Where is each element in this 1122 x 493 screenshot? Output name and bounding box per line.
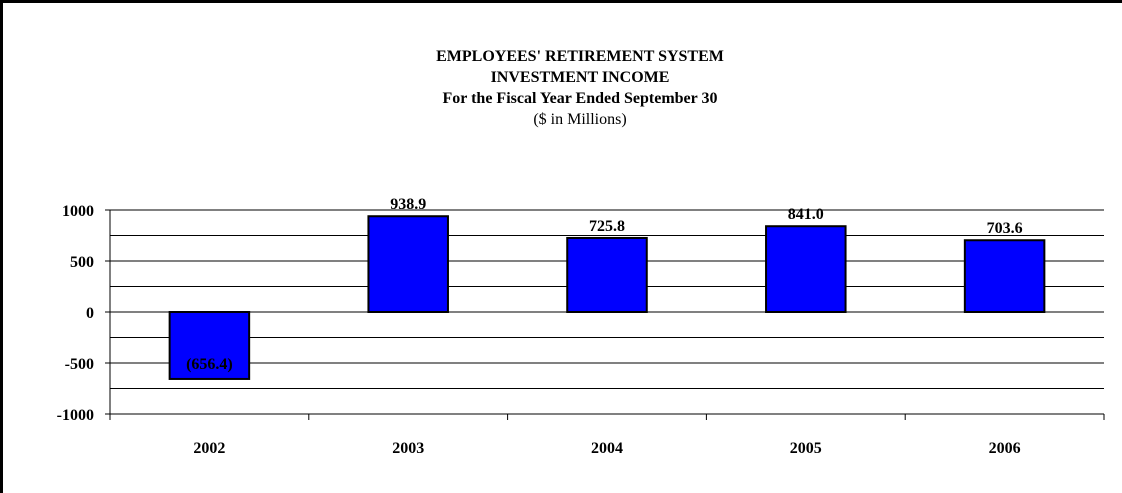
- data-label-2004: 725.8: [589, 218, 625, 235]
- bar-2003: [367, 215, 449, 313]
- y-tick-label: 500: [70, 254, 94, 271]
- y-tick-label: 1000: [62, 203, 94, 220]
- y-tick-label: -1000: [57, 407, 94, 424]
- x-tick-label-2004: 2004: [591, 440, 623, 457]
- y-tick-label: -500: [65, 356, 94, 373]
- chart-titles: EMPLOYEES' RETIREMENT SYSTEM INVESTMENT …: [0, 46, 1122, 131]
- x-tick-label-2003: 2003: [392, 440, 424, 457]
- chart-subtitle: ($ in Millions): [533, 111, 627, 128]
- chart-title-line-2: INVESTMENT INCOME: [490, 69, 670, 86]
- x-tick-label-2002: 2002: [193, 440, 225, 457]
- bar-2002: [168, 311, 251, 380]
- bar-2005: [765, 225, 847, 313]
- x-tick-label-2005: 2005: [790, 440, 822, 457]
- data-label-2005: 841.0: [788, 206, 824, 223]
- data-label-2003: 938.9: [390, 196, 426, 213]
- data-label-2002: (656.4): [186, 356, 233, 373]
- data-label-2006: 703.6: [987, 220, 1023, 237]
- bar-2004: [566, 236, 648, 313]
- bar-2006: [963, 239, 1046, 313]
- y-tick-label: 0: [86, 305, 94, 322]
- chart-title-line-3: For the Fiscal Year Ended September 30: [442, 90, 718, 107]
- x-tick-label-2006: 2006: [989, 440, 1021, 457]
- chart-title-line-1: EMPLOYEES' RETIREMENT SYSTEM: [436, 48, 724, 65]
